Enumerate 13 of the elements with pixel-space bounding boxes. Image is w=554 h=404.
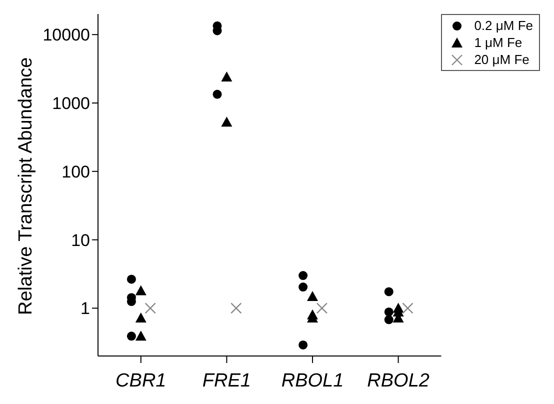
legend-label: 1 μM Fe	[474, 35, 522, 50]
y-tick-label: 100	[62, 162, 90, 182]
y-axis-title: Relative Transcript Abundance	[16, 57, 37, 315]
y-tick-label: 10000	[42, 26, 90, 45]
y-tick-label: 1	[80, 299, 90, 318]
x-tick-label: CBR1	[116, 370, 166, 392]
x-tick-label: FRE1	[202, 370, 251, 392]
x-tick-label: RBOL1	[281, 370, 344, 392]
legend-label: 0.2 μM Fe	[474, 18, 533, 33]
y-tick-label: 1000	[52, 94, 90, 114]
y-tick-label: 10	[71, 230, 90, 250]
legend-label: 20 μM Fe	[474, 52, 530, 67]
x-tick-label: RBOL2	[367, 370, 430, 392]
